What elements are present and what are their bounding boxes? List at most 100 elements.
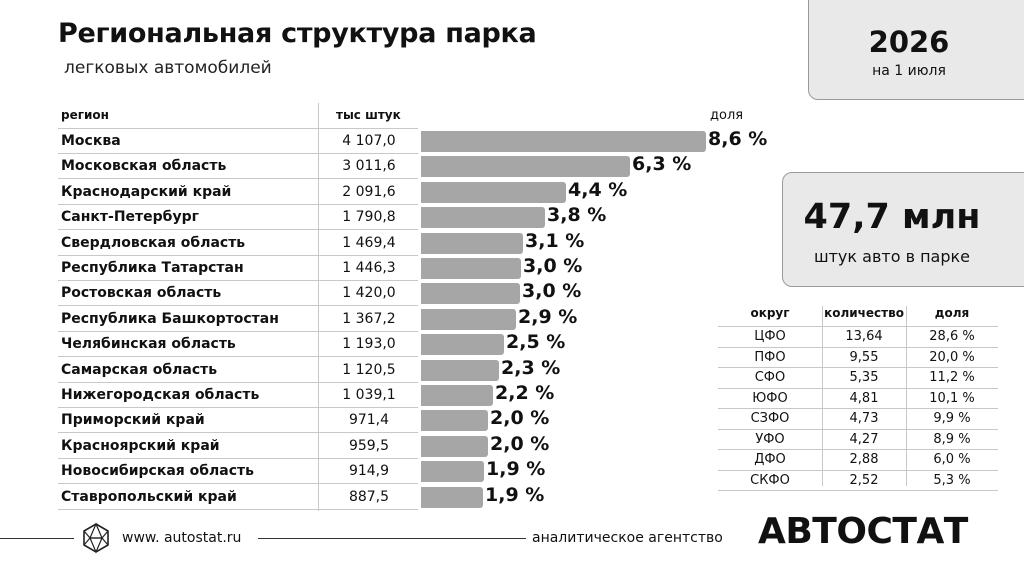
share-label: 2,0 % bbox=[490, 407, 550, 430]
bar bbox=[421, 232, 523, 254]
year-card: 2026 на 1 июля bbox=[808, 0, 1024, 100]
districts-top-divider bbox=[718, 326, 998, 327]
district-count: 4,27 bbox=[849, 431, 879, 447]
district-count: 9,55 bbox=[849, 349, 879, 365]
district-name: ДФО bbox=[754, 452, 786, 467]
bar bbox=[421, 410, 488, 432]
total-caption: штук авто в парке bbox=[813, 247, 971, 266]
share-label: 1,9 % bbox=[486, 458, 546, 481]
table-row: ДФО 2,88 6,0 % bbox=[718, 450, 998, 471]
region-count: 1 120,5 bbox=[342, 361, 396, 378]
region-count: 1 367,2 bbox=[342, 310, 396, 327]
region-name: Республика Башкортостан bbox=[61, 310, 279, 327]
region-name: Ставропольский край bbox=[61, 488, 237, 505]
district-name: ЮФО bbox=[752, 390, 788, 406]
share-label: 2,2 % bbox=[495, 382, 555, 404]
table-top-divider bbox=[58, 128, 418, 129]
share-label: 2,5 % bbox=[506, 331, 566, 354]
share-label: 3,0 % bbox=[523, 255, 583, 277]
table-row: СЗФО 4,73 9,9 % bbox=[718, 409, 998, 430]
region-count: 887,5 bbox=[348, 488, 390, 505]
page-subtitle: легковых автомобилей bbox=[64, 58, 272, 78]
region-count: 1 446,3 bbox=[342, 260, 396, 276]
bar bbox=[421, 283, 520, 305]
column-header-share: доля bbox=[710, 108, 744, 123]
region-count: 1 193,0 bbox=[342, 336, 396, 353]
table-row: Московская область 3 011,6 bbox=[58, 154, 418, 180]
district-name: СФО bbox=[754, 370, 786, 385]
share-label: 3,8 % bbox=[547, 204, 607, 227]
bar bbox=[421, 385, 493, 406]
district-count: 2,88 bbox=[849, 452, 879, 467]
total-value: 47,7 млн bbox=[803, 197, 981, 237]
region-name: Московская область bbox=[61, 158, 227, 175]
region-name: Москва bbox=[61, 133, 121, 149]
table-row: Свердловская область 1 469,4 bbox=[58, 231, 418, 256]
column-header-count: тыс штук bbox=[336, 108, 401, 122]
region-name: Ростовская область bbox=[61, 285, 222, 302]
districts-header-district: округ bbox=[750, 306, 790, 320]
district-share: 20,0 % bbox=[929, 349, 975, 365]
district-name: ЦФО bbox=[754, 329, 786, 344]
table-row: Санкт-Петербург 1 790,8 bbox=[58, 205, 418, 231]
brand-logo-text: АВТОСТАТ bbox=[758, 511, 968, 552]
region-count: 1 790,8 bbox=[342, 209, 396, 226]
region-count: 959,5 bbox=[348, 437, 390, 454]
table-row: Москва 4 107,0 bbox=[58, 129, 418, 154]
bar bbox=[421, 308, 516, 330]
region-name: Новосибирская область bbox=[61, 463, 254, 480]
share-label: 3,0 % bbox=[522, 280, 582, 303]
region-count: 1 469,4 bbox=[342, 234, 396, 251]
table-row: УФО 4,27 8,9 % bbox=[718, 430, 998, 450]
table-row: Челябинская область 1 193,0 bbox=[58, 332, 418, 358]
share-label: 4,4 % bbox=[568, 178, 628, 201]
region-name: Самарская область bbox=[61, 361, 218, 378]
bar bbox=[421, 486, 483, 508]
page-title: Региональная структура парка bbox=[58, 18, 537, 49]
district-share: 5,3 % bbox=[933, 472, 971, 488]
district-share: 11,2 % bbox=[929, 370, 975, 385]
share-label: 3,1 % bbox=[525, 229, 585, 252]
district-count: 13,64 bbox=[845, 329, 883, 344]
year-value: 2026 bbox=[868, 25, 950, 59]
bar bbox=[421, 258, 521, 279]
table-row: Республика Башкортостан 1 367,2 bbox=[58, 307, 418, 332]
table-row: ЦФО 13,64 28,6 % bbox=[718, 327, 998, 348]
website-link[interactable]: www. autostat.ru bbox=[122, 530, 242, 546]
region-name: Свердловская область bbox=[61, 234, 246, 251]
region-count: 971,4 bbox=[348, 412, 390, 429]
column-header-region: регион bbox=[61, 108, 109, 122]
region-count: 1 039,1 bbox=[342, 387, 396, 403]
footer-line-left bbox=[0, 538, 74, 539]
share-label: 2,3 % bbox=[501, 356, 561, 379]
region-name: Краснодарский край bbox=[61, 183, 232, 200]
year-date: на 1 июля bbox=[872, 63, 946, 79]
district-name: УФО bbox=[755, 431, 785, 447]
table-row: Приморский край 971,4 bbox=[58, 408, 418, 434]
table-row: Красноярский край 959,5 bbox=[58, 434, 418, 459]
district-name: СЗФО bbox=[750, 411, 790, 426]
table-row: ЮФО 4,81 10,1 % bbox=[718, 389, 998, 409]
bar bbox=[421, 131, 706, 152]
district-name: ПФО bbox=[754, 349, 786, 365]
district-share: 10,1 % bbox=[929, 390, 975, 406]
share-label: 8,6 % bbox=[708, 128, 768, 150]
region-name: Красноярский край bbox=[61, 437, 220, 454]
region-name: Республика Татарстан bbox=[61, 260, 244, 276]
region-count: 914,9 bbox=[348, 463, 390, 480]
region-count: 3 011,6 bbox=[342, 158, 396, 175]
table-row: СКФО 2,52 5,3 % bbox=[718, 471, 998, 491]
districts-header-count: количество bbox=[824, 306, 904, 320]
bar bbox=[421, 207, 545, 229]
district-count: 2,52 bbox=[849, 472, 879, 488]
region-count: 4 107,0 bbox=[342, 133, 396, 149]
bar bbox=[421, 181, 566, 203]
table-row: Республика Татарстан 1 446,3 bbox=[58, 256, 418, 281]
bar bbox=[421, 435, 488, 457]
agency-label: аналитическое агентство bbox=[532, 530, 723, 546]
bar bbox=[421, 359, 499, 381]
table-row: Ставропольский край 887,5 bbox=[58, 485, 418, 510]
region-count: 2 091,6 bbox=[342, 183, 396, 200]
district-share: 28,6 % bbox=[929, 329, 975, 344]
bar bbox=[421, 461, 484, 483]
